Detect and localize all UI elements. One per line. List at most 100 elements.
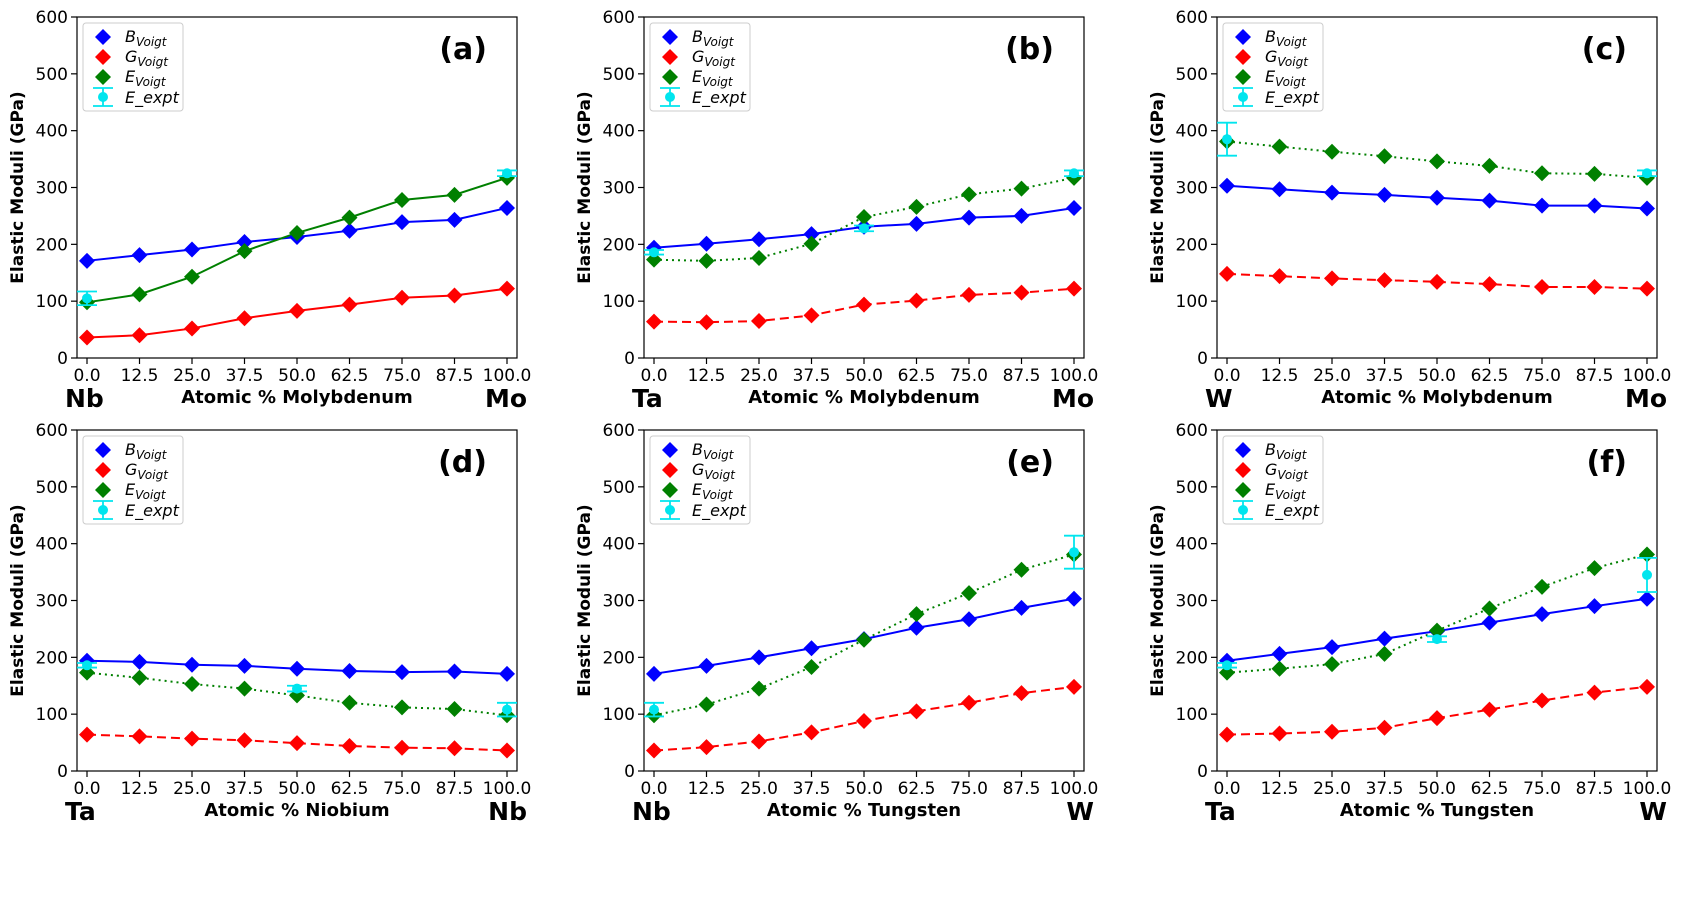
panel-label: (a) [439, 32, 487, 67]
x-tick-label: 50.0 [1418, 779, 1456, 799]
legend-box [82, 22, 184, 112]
panel-label: (e) [1006, 445, 1054, 480]
y-tick-label: 0 [57, 349, 68, 369]
legend-entry-E: EVoigt [95, 67, 167, 89]
y-axis-label: Elastic Moduli (GPa) [1148, 504, 1168, 696]
legend-entry-G: GVoigt [662, 460, 736, 482]
legend-marker-E [95, 69, 111, 85]
y-tick-label: 500 [603, 65, 635, 85]
data-point-G [79, 726, 95, 743]
data-point-B [1586, 598, 1603, 615]
legend-marker-G [1235, 462, 1251, 478]
legend-marker-B [662, 442, 678, 458]
panel-label: (f) [1587, 445, 1627, 480]
data-point-E [803, 235, 820, 252]
x-tick-label: 12.5 [688, 366, 726, 386]
x-tick-label: 75.0 [383, 366, 421, 386]
y-tick-label: 400 [1176, 122, 1208, 142]
y-tick-label: 200 [36, 235, 68, 255]
y-tick-label: 300 [603, 179, 635, 199]
data-point-G [698, 314, 715, 331]
x-tick-label: 12.5 [121, 366, 159, 386]
y-tick-label: 0 [1197, 349, 1208, 369]
x-tick-label: 75.0 [1523, 366, 1561, 386]
chart-panel-c: 0 100 200 300 400 500 600 0.0 12.5 25.0 37.5 50.0 62… [1148, 8, 1671, 413]
data-point-G [1639, 280, 1655, 297]
data-point-E [131, 669, 148, 686]
panel-label: (b) [1005, 32, 1054, 67]
x-tick-label: 50.0 [845, 779, 883, 799]
y-tick-label: 100 [603, 705, 635, 725]
data-point-E [79, 664, 95, 681]
y-tick-label: 600 [603, 421, 635, 441]
y-tick-label: 300 [603, 592, 635, 612]
x-tick-label: 37.5 [1366, 366, 1404, 386]
x-tick-label: 0.0 [73, 779, 100, 799]
legend-label: EVoigt [125, 67, 167, 89]
data-point-B [646, 665, 662, 682]
legend-entry-B: BVoigt [95, 27, 168, 49]
data-point-G [446, 287, 463, 304]
expt-point [497, 701, 517, 718]
x-tick-label: 12.5 [121, 779, 159, 799]
chart-panel-e: 0 100 200 300 400 500 600 0.0 12.5 25.0 37.5 50.0 62… [575, 421, 1098, 826]
data-point-B [446, 663, 463, 680]
legend-entry-expt: E_expt [660, 500, 747, 521]
left-element-label: W [1205, 384, 1233, 413]
x-tick-label: 25.0 [740, 366, 778, 386]
y-tick-label: 0 [624, 349, 635, 369]
legend-label: GVoigt [125, 460, 169, 482]
x-axis-label: Atomic % Tungsten [1340, 800, 1534, 821]
data-point-B [184, 656, 200, 673]
data-point-E [394, 699, 410, 716]
data-point-E [131, 286, 148, 303]
data-point-B [1376, 630, 1393, 647]
x-tick-label: 87.5 [436, 366, 474, 386]
data-point-E [961, 585, 977, 602]
y-tick-label: 0 [624, 762, 635, 782]
chart-panel-b: 0 100 200 300 400 500 600 0.0 12.5 25.0 37.5 50.0 62… [575, 8, 1098, 413]
expt-point [854, 223, 874, 234]
legend-marker-G [95, 49, 111, 65]
right-element-label: Mo [1052, 384, 1094, 413]
x-tick-label: 87.5 [1576, 366, 1614, 386]
legend-box [1222, 22, 1324, 112]
x-tick-label: 75.0 [950, 366, 988, 386]
legend-label: BVoigt [125, 27, 168, 49]
legend-box [1222, 435, 1324, 525]
data-point-E [184, 268, 200, 285]
left-element-label: Ta [632, 384, 663, 413]
legend-label: BVoigt [1265, 440, 1308, 462]
data-point-B [1324, 639, 1340, 656]
data-point-G [1376, 272, 1393, 289]
data-point-E [341, 694, 358, 711]
data-point-G [856, 712, 872, 729]
data-point-G [131, 728, 148, 745]
data-point-E [1013, 561, 1030, 578]
legend-entry-expt: E_expt [1233, 87, 1320, 108]
legend-marker-E [95, 482, 111, 498]
legend-box [649, 22, 751, 112]
legend-entry-B: BVoigt [1235, 27, 1308, 49]
data-point-G [908, 292, 925, 309]
right-element-label: Mo [485, 384, 527, 413]
data-point-E [698, 696, 715, 713]
legend-label: BVoigt [1265, 27, 1308, 49]
legend-entry-expt: E_expt [1233, 500, 1320, 521]
legend-entry-G: GVoigt [662, 47, 736, 69]
x-tick-label: 62.5 [331, 366, 369, 386]
x-axis-label: Atomic % Molybdenum [1321, 387, 1553, 408]
expt-point [1427, 634, 1447, 645]
data-point-B [961, 611, 977, 628]
data-point-B [1534, 606, 1550, 623]
data-point-G [1429, 710, 1445, 727]
data-point-G [1324, 270, 1340, 287]
data-point-B [446, 211, 463, 228]
data-point-B [131, 247, 148, 264]
data-point-E [1429, 622, 1445, 639]
legend-entry-expt: E_expt [660, 87, 747, 108]
